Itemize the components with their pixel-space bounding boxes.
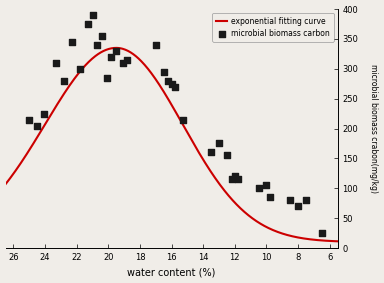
exponential fitting curve	[162, 90, 166, 94]
microbial biomass carbon	[113, 49, 119, 53]
microbial biomass carbon	[255, 186, 262, 190]
Legend: exponential fitting curve, microbial biomass carbon: exponential fitting curve, microbial bio…	[212, 13, 334, 42]
microbial biomass carbon	[235, 177, 241, 182]
microbial biomass carbon	[161, 70, 167, 74]
microbial biomass carbon	[166, 78, 172, 83]
microbial biomass carbon	[303, 198, 309, 203]
microbial biomass carbon	[124, 57, 131, 62]
microbial biomass carbon	[94, 43, 100, 47]
microbial biomass carbon	[232, 174, 238, 179]
microbial biomass carbon	[263, 183, 270, 188]
microbial biomass carbon	[224, 153, 230, 158]
exponential fitting curve	[164, 94, 168, 97]
microbial biomass carbon	[40, 111, 46, 116]
Line: exponential fitting curve: exponential fitting curve	[5, 48, 338, 241]
exponential fitting curve	[184, 128, 188, 132]
microbial biomass carbon	[228, 177, 235, 182]
microbial biomass carbon	[266, 195, 273, 200]
microbial biomass carbon	[53, 61, 59, 65]
exponential fitting curve	[202, 159, 206, 162]
microbial biomass carbon	[180, 117, 186, 122]
microbial biomass carbon	[61, 78, 67, 83]
microbial biomass carbon	[99, 34, 105, 38]
microbial biomass carbon	[26, 117, 32, 122]
microbial biomass carbon	[119, 61, 126, 65]
microbial biomass carbon	[77, 67, 83, 71]
microbial biomass carbon	[108, 55, 114, 59]
Y-axis label: microbial biomass crabon(mg/kg): microbial biomass crabon(mg/kg)	[369, 64, 379, 193]
microbial biomass carbon	[89, 13, 96, 17]
microbial biomass carbon	[153, 43, 159, 47]
microbial biomass carbon	[208, 150, 214, 155]
X-axis label: water content (%): water content (%)	[127, 267, 216, 277]
microbial biomass carbon	[287, 198, 293, 203]
microbial biomass carbon	[295, 204, 301, 209]
microbial biomass carbon	[104, 76, 110, 80]
microbial biomass carbon	[69, 40, 75, 44]
exponential fitting curve	[3, 183, 8, 186]
exponential fitting curve	[335, 240, 340, 243]
microbial biomass carbon	[319, 231, 325, 235]
exponential fitting curve	[328, 239, 333, 243]
microbial biomass carbon	[85, 22, 91, 26]
exponential fitting curve	[276, 230, 281, 234]
microbial biomass carbon	[169, 82, 175, 86]
microbial biomass carbon	[172, 84, 178, 89]
exponential fitting curve	[114, 46, 118, 50]
microbial biomass carbon	[216, 141, 222, 146]
microbial biomass carbon	[34, 123, 40, 128]
